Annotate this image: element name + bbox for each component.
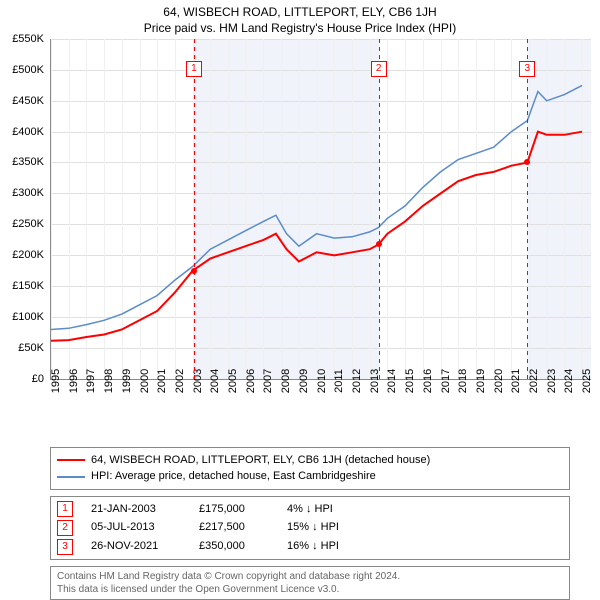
sale-dot [191, 268, 197, 274]
sale-price: £217,500 [199, 518, 269, 537]
legend-label: 64, WISBECH ROAD, LITTLEPORT, ELY, CB6 1… [91, 452, 430, 469]
sale-marker-icon: 1 [57, 501, 73, 517]
sale-delta: 4% ↓ HPI [287, 500, 563, 519]
sale-date: 21-JAN-2003 [91, 500, 181, 519]
y-tick-label: £100K [0, 311, 44, 323]
chart-subtitle: Price paid vs. HM Land Registry's House … [0, 21, 600, 39]
sale-row: 3 26-NOV-2021 £350,000 16% ↓ HPI [57, 537, 563, 556]
sale-marker-icon: 2 [371, 61, 387, 77]
attribution-line: This data is licensed under the Open Gov… [57, 583, 563, 596]
series-hpi [51, 85, 582, 329]
sale-row: 1 21-JAN-2003 £175,000 4% ↓ HPI [57, 500, 563, 519]
sale-date: 05-JUL-2013 [91, 518, 181, 537]
y-tick-label: £550K [0, 33, 44, 45]
y-tick-label: £450K [0, 95, 44, 107]
y-tick-label: £350K [0, 156, 44, 168]
y-tick-label: £400K [0, 126, 44, 138]
legend-item: 64, WISBECH ROAD, LITTLEPORT, ELY, CB6 1… [57, 452, 563, 469]
sale-marker-icon: 1 [186, 61, 202, 77]
legend: 64, WISBECH ROAD, LITTLEPORT, ELY, CB6 1… [50, 447, 570, 490]
sale-delta: 16% ↓ HPI [287, 537, 563, 556]
sale-price: £175,000 [199, 500, 269, 519]
attribution: Contains HM Land Registry data © Crown c… [50, 566, 570, 600]
y-tick-label: £200K [0, 249, 44, 261]
chart-title: 64, WISBECH ROAD, LITTLEPORT, ELY, CB6 1… [0, 0, 600, 21]
y-tick-label: £50K [0, 342, 44, 354]
sale-marker-icon: 2 [57, 520, 73, 536]
legend-item: HPI: Average price, detached house, East… [57, 468, 563, 485]
y-tick-label: £500K [0, 64, 44, 76]
sale-dot [524, 159, 530, 165]
sale-row: 2 05-JUL-2013 £217,500 15% ↓ HPI [57, 518, 563, 537]
chart-container: 64, WISBECH ROAD, LITTLEPORT, ELY, CB6 1… [0, 0, 600, 590]
legend-swatch [57, 476, 85, 478]
y-tick-label: £300K [0, 187, 44, 199]
sale-price: £350,000 [199, 537, 269, 556]
legend-swatch [57, 459, 85, 461]
line-svg [51, 39, 591, 379]
sale-delta: 15% ↓ HPI [287, 518, 563, 537]
sale-dot [376, 241, 382, 247]
sale-marker-icon: 3 [519, 61, 535, 77]
y-tick-label: £250K [0, 218, 44, 230]
y-tick-label: £150K [0, 280, 44, 292]
legend-label: HPI: Average price, detached house, East… [91, 468, 376, 485]
chart-area: 123 £0£50K£100K£150K£200K£250K£300K£350K… [50, 39, 590, 409]
attribution-line: Contains HM Land Registry data © Crown c… [57, 570, 563, 583]
sales-table: 1 21-JAN-2003 £175,000 4% ↓ HPI 2 05-JUL… [50, 496, 570, 560]
sale-marker-icon: 3 [57, 539, 73, 555]
y-tick-label: £0 [0, 373, 44, 385]
plot-region: 1 2 3 [50, 39, 591, 380]
sale-date: 26-NOV-2021 [91, 537, 181, 556]
